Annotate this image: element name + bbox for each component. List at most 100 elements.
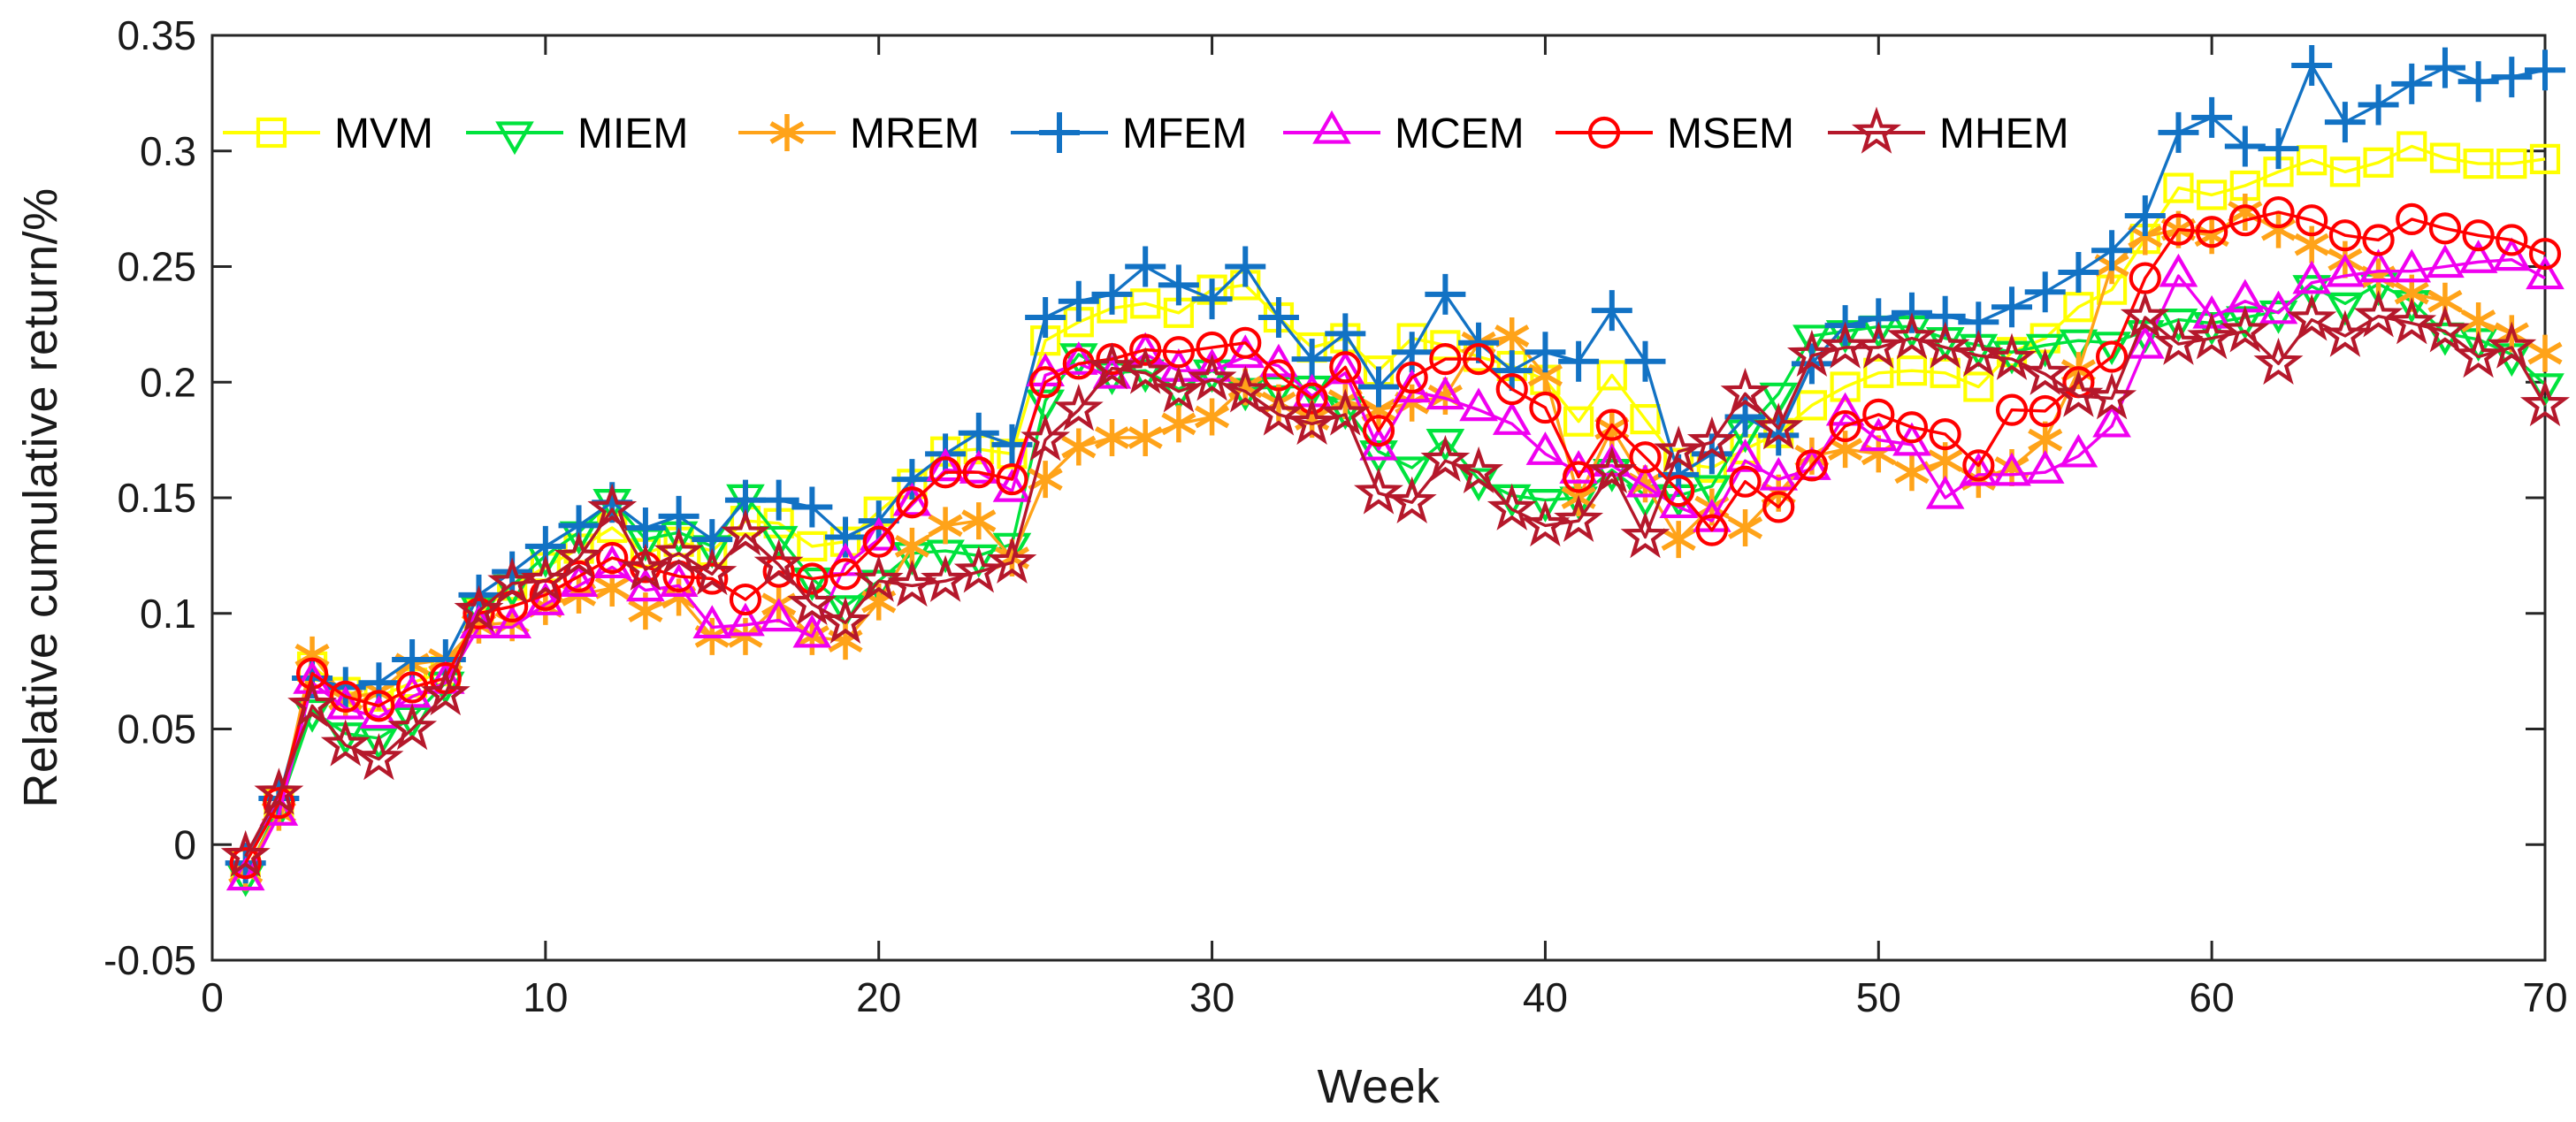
marker-asterisk (2260, 210, 2297, 248)
marker-circle (363, 690, 395, 722)
marker-asterisk (2527, 334, 2563, 372)
marker-plus (2124, 195, 2166, 236)
marker-circle (1795, 449, 1829, 482)
marker-triangle-up (1925, 475, 1965, 509)
marker-triangle-up (526, 582, 565, 615)
marker-square (797, 530, 828, 562)
marker-triangle-up (659, 563, 699, 597)
marker-star (1020, 414, 1071, 462)
marker-star (1586, 446, 1637, 493)
marker-plus (2258, 128, 2299, 170)
legend-label-MREM: MREM (850, 111, 980, 157)
marker-star (1887, 312, 1937, 360)
marker-circle (462, 597, 495, 630)
marker-asterisk (1661, 521, 1696, 559)
marker-triangle-up (1359, 426, 1398, 461)
marker-circle (1362, 415, 1395, 447)
marker-circle (1229, 326, 1262, 359)
marker-plus (1158, 264, 1199, 306)
marker-triangle-up (1392, 369, 1432, 403)
marker-plus (1225, 246, 1266, 287)
marker-square (256, 117, 287, 149)
y-tick-label: 0.3 (140, 128, 196, 174)
marker-star (1120, 347, 1171, 394)
marker-triangle-up (626, 568, 665, 602)
marker-circle (929, 456, 962, 489)
marker-circle (2496, 224, 2528, 256)
marker-circle (2228, 204, 2261, 237)
marker-asterisk (769, 114, 805, 151)
marker-star (520, 554, 570, 602)
marker-star (1220, 365, 1271, 413)
marker-star (254, 767, 304, 815)
marker-square (2363, 147, 2394, 178)
marker-square (2297, 145, 2328, 176)
marker-circle (1296, 382, 1328, 415)
marker-star (1087, 342, 1137, 390)
marker-circle (263, 787, 295, 820)
marker-star (953, 546, 1004, 593)
marker-plus (2424, 47, 2465, 88)
marker-plus (1624, 340, 1666, 382)
marker-plus (1325, 313, 1366, 355)
legend-label-MCEM: MCEM (1395, 111, 1525, 157)
marker-plus (1039, 112, 1080, 153)
marker-star (2220, 305, 2270, 353)
series-MHEM (220, 290, 2571, 878)
marker-triangle-up (726, 602, 765, 637)
marker-plus (1257, 297, 1299, 339)
marker-star (2387, 297, 2437, 345)
marker-plus (1091, 273, 1133, 315)
y-tick-label: 0.35 (117, 12, 196, 58)
marker-star (1420, 434, 1471, 482)
marker-triangle-up (2059, 433, 2098, 468)
marker-square (2429, 142, 2461, 173)
marker-triangle-down (2326, 292, 2365, 326)
marker-plus (958, 412, 999, 454)
marker-triangle-up (2458, 240, 2498, 273)
marker-circle (596, 541, 629, 575)
marker-plus (1991, 286, 2033, 328)
marker-triangle-up (1559, 450, 1598, 484)
marker-plus (1591, 290, 1632, 332)
marker-triangle-up (2492, 237, 2532, 271)
marker-square (1830, 371, 1861, 402)
marker-triangle-up (2092, 403, 2131, 438)
marker-square (1630, 403, 1661, 435)
marker-star (1851, 106, 1902, 154)
marker-circle (1429, 343, 1462, 376)
plot-border (210, 34, 2547, 962)
y-tick-label: 0 (173, 821, 196, 867)
marker-triangle-up (959, 450, 998, 484)
marker-star (620, 543, 670, 591)
marker-plus (891, 459, 933, 500)
marker-triangle-up (2259, 290, 2298, 324)
marker-star (2153, 317, 2204, 365)
legend-label-MSEM: MSEM (1667, 111, 1794, 157)
marker-square (1896, 355, 1928, 386)
legend-item-MFEM: MFEM (1011, 111, 1247, 157)
marker-triangle-up (759, 598, 799, 632)
marker-plus (2391, 63, 2433, 104)
marker-circle (2196, 216, 2228, 248)
marker-triangle-down (2259, 300, 2298, 334)
marker-star (1287, 397, 1337, 446)
marker-square (1596, 360, 1627, 391)
marker-star (753, 538, 804, 586)
marker-star (587, 483, 638, 530)
marker-triangle-down (495, 121, 534, 156)
marker-plus (1491, 350, 1533, 392)
marker-circle (2396, 202, 2428, 235)
marker-square (2396, 131, 2427, 162)
marker-star (2453, 331, 2503, 378)
marker-star (787, 577, 837, 626)
marker-plus (1558, 340, 1600, 382)
marker-circle (1895, 411, 1929, 444)
marker-circle (2262, 195, 2295, 229)
marker-triangle-up (1959, 452, 1999, 486)
series-line-MVM (244, 144, 2546, 865)
marker-asterisk (961, 502, 997, 540)
marker-asterisk (1061, 428, 1097, 466)
marker-triangle-up (1625, 463, 1665, 498)
marker-asterisk (2294, 225, 2329, 263)
